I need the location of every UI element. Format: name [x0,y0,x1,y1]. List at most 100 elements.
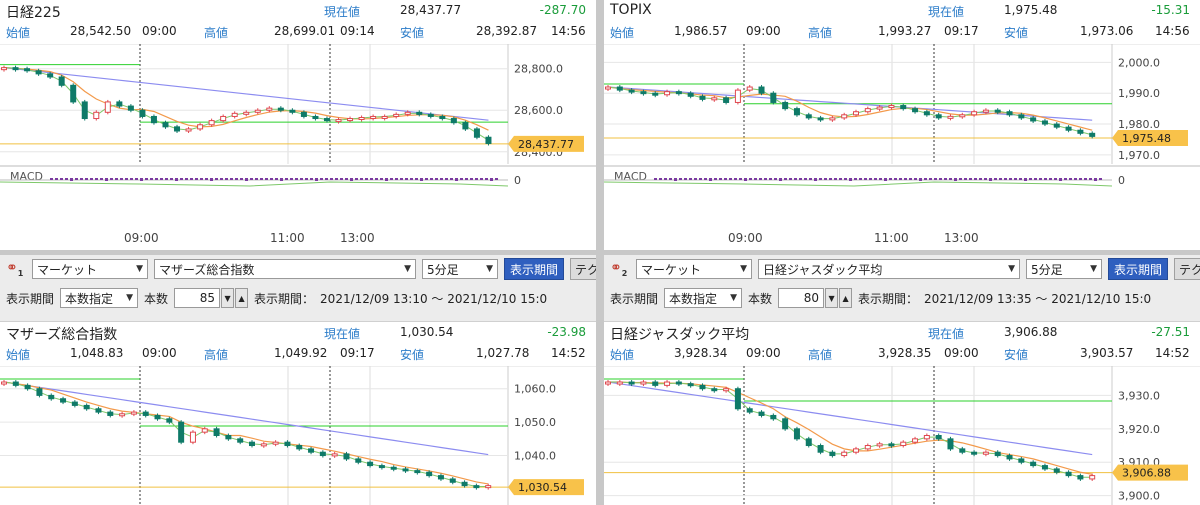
count-input[interactable]: 80 [778,288,825,308]
macd-bar [460,178,463,180]
macd-bar [919,178,922,181]
macd-bar [75,178,78,180]
period-mode-select[interactable]: 本数指定 ▼ [60,288,139,308]
price-chart[interactable]: 1,060.0 1,050.0 1,040.0 1,030.54 [0,366,596,505]
candle-body [107,411,114,416]
technical-button[interactable]: テク [570,258,596,280]
candle-body [711,388,718,392]
spin-down-icon[interactable]: ▼ [825,288,839,308]
macd-bar [435,178,438,180]
macd-bar [430,178,433,180]
candle-body [829,451,836,457]
macd-bar [774,178,777,180]
spin-up-icon[interactable]: ▲ [235,288,249,308]
high-time: 09:17 [340,346,375,360]
candle-body [12,381,19,386]
low-value: 1,027.78 [476,346,530,360]
candle-body [355,458,362,463]
price-tick-label: 1,040.0 [514,450,556,463]
time-tick-label: 11:00 [874,231,909,245]
low-value: 28,392.87 [476,24,538,38]
period-mode-select[interactable]: 本数指定 ▼ [664,288,743,308]
high-label: 高値 [808,348,833,362]
candle-body [231,112,238,117]
macd-bar [230,178,233,180]
candle-body [58,76,65,86]
candle-body [343,453,350,460]
price-tick-label: 1,970.0 [1118,149,1160,162]
candle-body [853,111,859,116]
candle-body [734,89,741,103]
market-select[interactable]: マーケット ▼ [636,259,752,279]
candle-body [35,70,42,75]
link-icon[interactable]: ⚭2 [610,260,628,278]
price-tick-label: 28,800.0 [514,63,563,76]
candle-body [734,388,741,410]
index-select[interactable]: マザーズ総合指数 ▼ [154,259,416,279]
text-span: 1 [17,268,24,278]
macd-bar [270,178,273,180]
macd-bar [989,178,992,181]
candle-body [225,435,232,440]
candle-body [201,428,208,433]
low-time: 14:56 [551,24,586,38]
technical-button[interactable]: テク [1174,258,1200,280]
candle-body [982,109,989,113]
price-chart[interactable]: 2,000.0 1,990.0 1,980.0 1,970.0 1,975.48 MACD… [604,44,1200,250]
macd-bar [944,178,947,180]
candle-body [758,86,765,94]
low-time: 14:52 [551,346,586,360]
macd-bar [350,178,353,181]
spin-down-icon[interactable]: ▼ [221,288,235,308]
text-span: 85 ▼ ▲ [174,288,249,308]
candle-body [249,441,255,447]
high-value: 28,699.01 [274,24,336,38]
candle-body [746,408,753,413]
macd-bar [804,178,807,180]
macd-bar [370,178,373,180]
macd-bar [160,178,163,180]
macd-bar [450,178,453,180]
candle-body [687,92,694,97]
candle-body [461,481,468,487]
candle-body [1089,475,1096,480]
market-select[interactable]: マーケット ▼ [32,259,148,279]
display-period-button[interactable]: 表示期間 [504,258,565,280]
macd-bar [899,178,902,180]
candle-body [208,120,215,126]
interval-select[interactable]: 5分足 ▼ [1026,259,1102,279]
range-label: 表示期間： [858,291,919,306]
macd-bar [684,178,687,180]
interval-select[interactable]: 5分足 ▼ [422,259,498,279]
high-label: 高値 [204,26,229,40]
candle-body [959,448,966,453]
display-period-button[interactable]: 表示期間 [1108,258,1169,280]
macd-bar [375,178,378,180]
ohlc-row: 始値 1,986.57 09:00 高値 1,993.27 09:17 安値 1,973.06… [604,21,1200,42]
candle-body [628,89,635,93]
macd-bar [425,178,428,180]
index-select[interactable]: 日経ジャスダック平均 ▼ [758,259,1020,279]
macd-bar [1064,178,1067,180]
candle-body [174,126,181,132]
link-icon[interactable]: ⚭1 [6,260,24,278]
change-value: -287.70 [539,3,586,17]
price-tick-label: 3,900.0 [1118,490,1160,503]
candle-body [947,115,954,119]
time-tick-label: 11:00 [270,231,305,245]
candle-body [378,465,385,469]
candle-body [139,109,146,117]
spin-up-icon[interactable]: ▲ [839,288,853,308]
price-tick-label: 1,980.0 [1118,118,1160,131]
macd-bar [120,178,123,180]
candle-body [652,381,659,386]
chart-panel-mothers: ⚭1 マーケット ▼ マザーズ総合指数 ▼ 5分足 ▼ 表示期間 テク 表示期間 本数指定 ▼ 本数 85… [0,255,596,505]
count-input[interactable]: 85 [174,288,221,308]
macd-bar [485,178,488,180]
macd-bar [844,178,847,180]
macd-bar [709,178,712,181]
candle-body [900,441,907,447]
price-chart[interactable]: 3,930.03,920.03,910.03,900.03,906.88 [604,366,1200,505]
candle-body [746,86,753,91]
